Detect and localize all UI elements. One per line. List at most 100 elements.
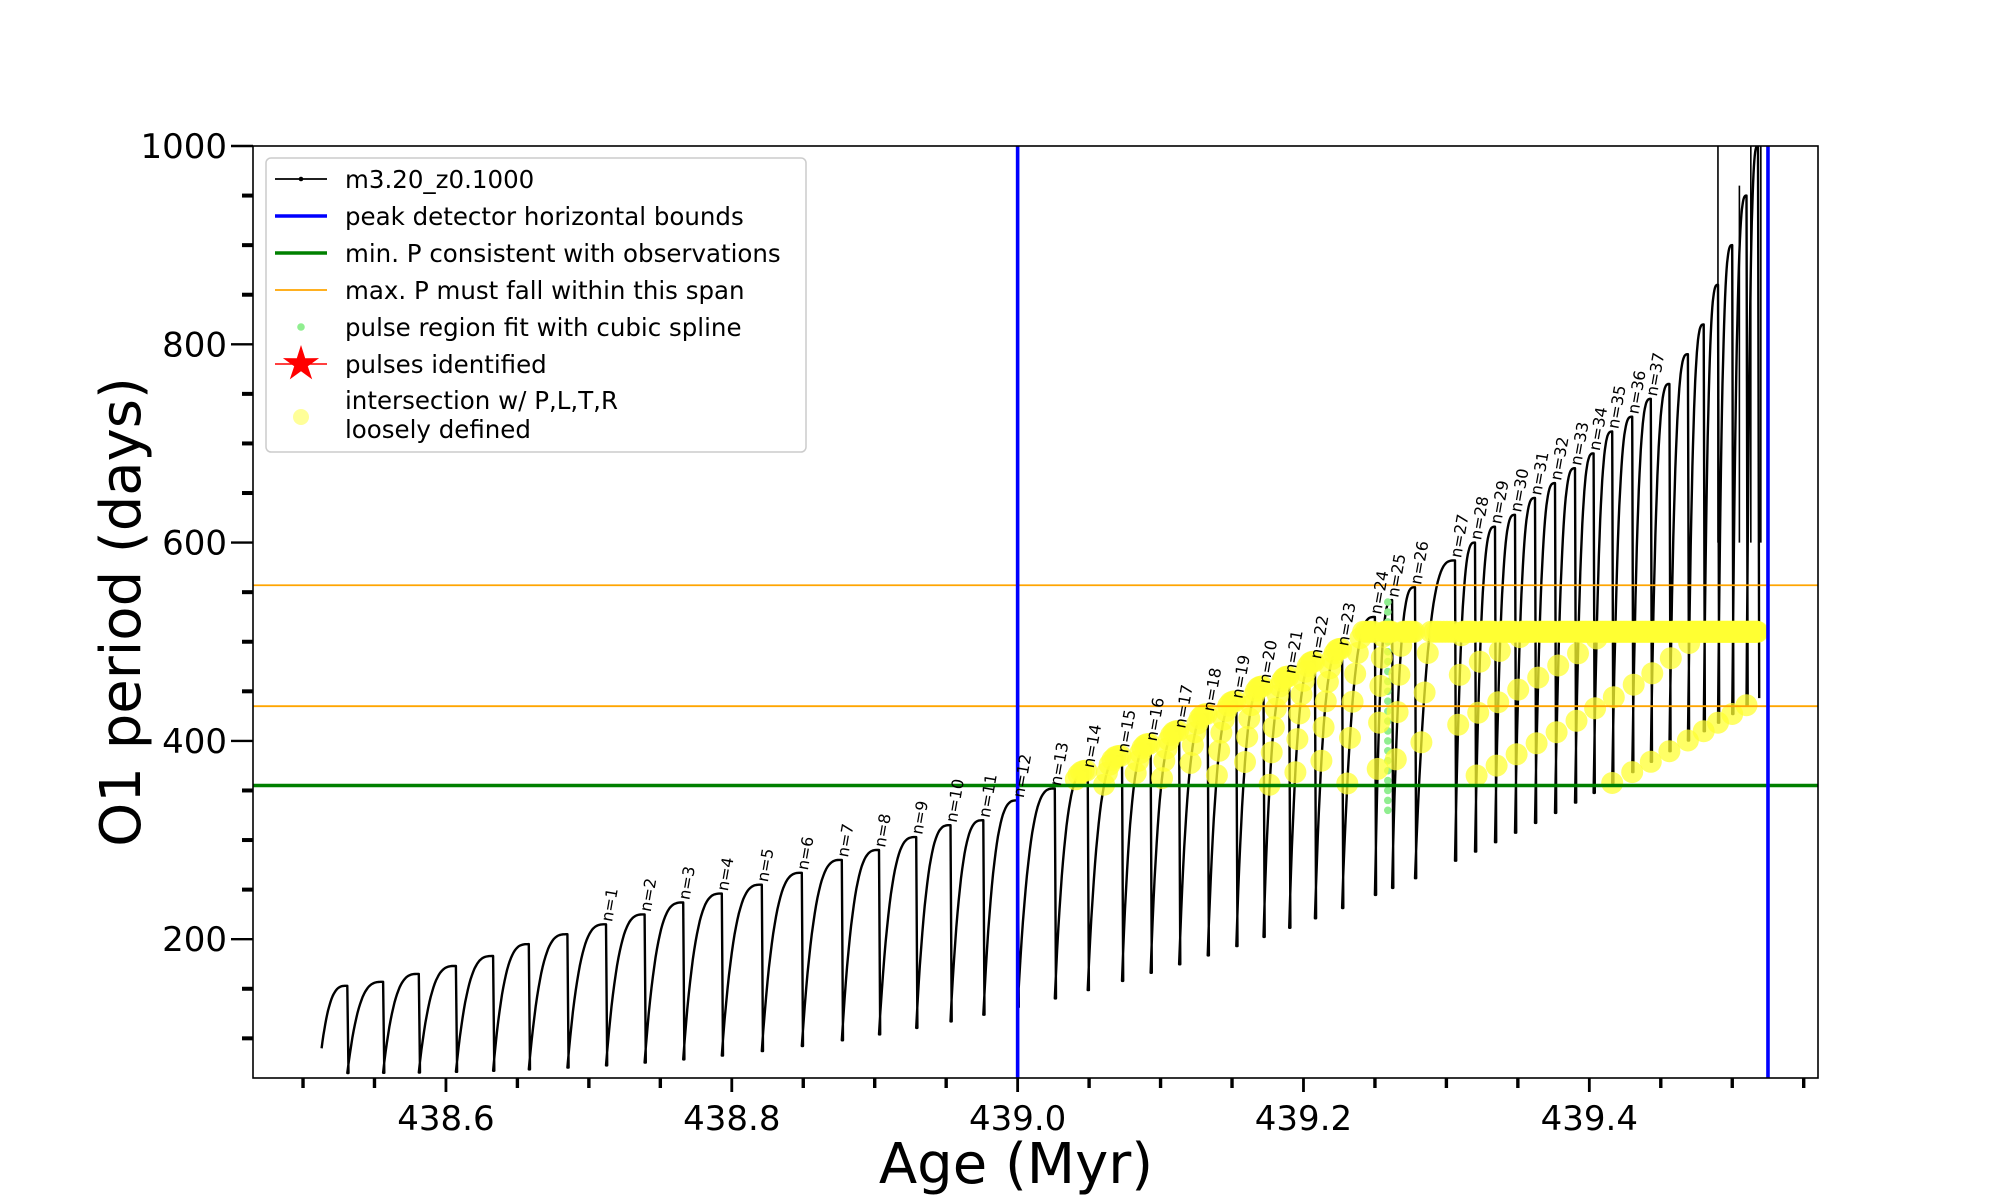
intersection-point <box>1746 620 1769 643</box>
legend-label-spline: pulse region fit with cubic spline <box>345 313 742 342</box>
intersection-point <box>1386 701 1409 724</box>
intersection-point <box>1286 728 1309 751</box>
intersection-point <box>1314 690 1337 713</box>
intersection-point <box>1260 741 1283 764</box>
intersection-point <box>1368 711 1391 734</box>
intersection-point <box>1545 721 1568 744</box>
intersection-point <box>1208 739 1231 762</box>
intersection-point <box>1341 690 1364 713</box>
pulse-label: n=6 <box>793 835 818 872</box>
intersection-point <box>1339 726 1361 749</box>
intersection-point <box>1487 691 1510 714</box>
intersection-point <box>1621 761 1644 784</box>
intersection-point <box>1735 694 1758 717</box>
x-tick-label: 438.8 <box>683 1099 780 1139</box>
pulse-label: n=7 <box>833 822 858 859</box>
intersection-point <box>1658 740 1681 763</box>
y-tick-label: 200 <box>162 920 227 960</box>
intersection-point <box>1205 764 1228 787</box>
pulse-label: n=4 <box>713 856 738 893</box>
intersection-point <box>1384 748 1407 771</box>
pulse-label: n=2 <box>636 877 661 914</box>
spline-fit-point <box>1384 776 1392 785</box>
legend-entry-model: m3.20_z0.1000 <box>275 165 534 194</box>
intersection-point <box>1641 662 1664 685</box>
intersection-point <box>1567 642 1589 665</box>
spline-fit-point <box>1384 598 1392 606</box>
intersection-point <box>1075 759 1098 782</box>
legend-entry-spline: pulse region fit with cubic spline <box>297 313 742 342</box>
intersection-point <box>1138 732 1161 755</box>
intersection-point <box>1151 767 1173 790</box>
intersection-point <box>1370 646 1393 669</box>
intersection-point <box>1236 726 1259 748</box>
legend-label-intersection-1: intersection w/ P,L,T,R <box>345 386 618 415</box>
x-tick-label: 439.4 <box>1541 1099 1638 1139</box>
pulse-label: n=1 <box>597 886 622 923</box>
legend-label-min-period: min. P consistent with observations <box>345 239 781 268</box>
x-axis-label: Age (Myr) <box>879 1132 1153 1197</box>
legend-entry-bounds: peak detector horizontal bounds <box>275 202 744 231</box>
intersection-point <box>1584 697 1607 720</box>
legend-label-model: m3.20_z0.1000 <box>345 165 534 194</box>
x-tick-label: 438.6 <box>397 1099 494 1139</box>
legend-entry-intersection: intersection w/ P,L,T,R loosely defined <box>293 386 618 444</box>
intersection-point <box>1639 750 1662 773</box>
pulse-label: n=12 <box>1009 753 1035 800</box>
intersection-point <box>1601 772 1624 794</box>
intersection-point <box>1547 654 1570 677</box>
legend-frame <box>265 157 807 453</box>
x-tick-label: 439.2 <box>1255 1099 1352 1139</box>
intersection-point <box>1525 732 1548 755</box>
plot-area <box>253 146 1818 1078</box>
intersection-point <box>1312 716 1335 739</box>
intersection-point <box>1109 744 1132 767</box>
intersection-point <box>1195 703 1218 726</box>
intersection-point <box>1565 709 1588 732</box>
y-tick-label: 800 <box>162 325 227 365</box>
legend-entry-max-period: max. P must fall within this span <box>275 276 745 305</box>
pulse-label: n=3 <box>674 865 699 902</box>
pulse-label: n=11 <box>975 772 1001 819</box>
spline-fit-point <box>1384 796 1392 805</box>
intersection-point <box>1448 663 1471 686</box>
intersection-point <box>1416 642 1439 664</box>
spline-fit-point <box>1384 806 1392 815</box>
legend-intersection-dot <box>293 409 309 425</box>
y-tick-label: 1000 <box>140 127 227 167</box>
intersection-point <box>1179 751 1202 774</box>
legend-entry-pulses: pulses identified <box>275 345 547 380</box>
intersection-point <box>1388 663 1411 686</box>
intersection-point <box>1468 650 1491 673</box>
intersection-point <box>1403 620 1425 643</box>
intersection-point <box>1659 647 1682 670</box>
intersection-point <box>1465 764 1488 787</box>
legend-spline-dot <box>297 323 305 331</box>
intersection-point <box>1488 639 1511 662</box>
legend-label-pulses: pulses identified <box>345 350 547 379</box>
star-icon <box>282 345 320 380</box>
spline-fit-point <box>1384 697 1392 706</box>
intersection-point <box>1234 751 1256 773</box>
pulse-label: n=26 <box>1406 539 1432 586</box>
intersection-point <box>1284 761 1307 784</box>
intersection-point <box>1366 757 1389 780</box>
intersection-point <box>1602 686 1625 709</box>
legend-model-marker <box>298 176 304 182</box>
x-tick-label: 439.0 <box>969 1099 1066 1139</box>
y-tick-label: 400 <box>162 722 227 762</box>
intersection-point <box>1622 673 1645 696</box>
intersection-point <box>1507 678 1530 701</box>
intersection-point <box>1369 674 1392 697</box>
legend: m3.20_z0.1000 peak detector horizontal b… <box>265 157 807 453</box>
intersection-point <box>1330 637 1352 660</box>
intersection-point <box>1336 772 1359 795</box>
intersection-point <box>1410 731 1433 754</box>
intersection-point <box>1344 662 1367 685</box>
intersection-point <box>1262 716 1285 739</box>
pulse-label: n=8 <box>870 812 895 849</box>
intersection-point <box>1505 743 1528 766</box>
intersection-point <box>1527 666 1550 689</box>
intersection-point <box>1485 754 1508 777</box>
plot-frame <box>252 145 1819 1079</box>
